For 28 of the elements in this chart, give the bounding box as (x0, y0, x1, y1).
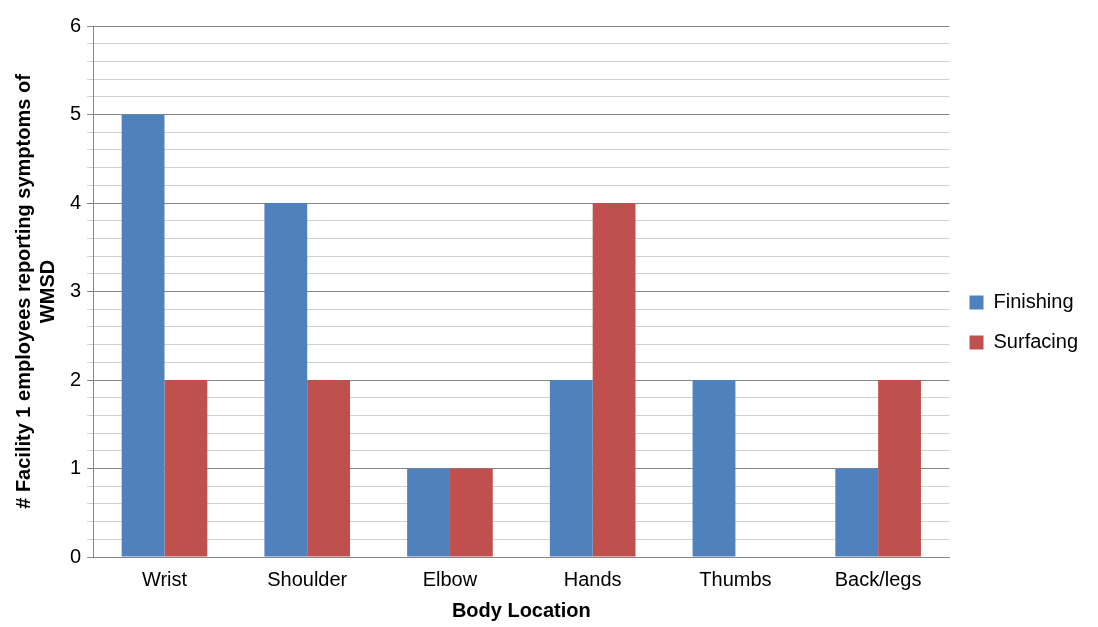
x-tick-label: Wrist (141, 567, 188, 590)
bar (549, 380, 593, 557)
x-tick-label: Shoulder (267, 567, 348, 590)
y-tick-label: 4 (70, 190, 82, 213)
bar (835, 468, 879, 557)
legend-label: Surfacing (993, 330, 1079, 353)
x-axis-title: Body Location (451, 598, 591, 621)
x-tick-label: Back/legs (834, 567, 922, 590)
y-tick-label: 5 (70, 102, 82, 125)
bar (449, 468, 493, 557)
bar (407, 468, 450, 557)
x-tick-label: Hands (563, 567, 622, 590)
x-tick-label: Elbow (422, 567, 478, 590)
bar (878, 380, 921, 557)
legend-label: Finishing (993, 290, 1074, 313)
bar (264, 203, 308, 557)
y-axis-title: # Facility 1 employees reporting symptoms of WMSD (11, 73, 58, 509)
bar (592, 203, 636, 557)
bar (692, 380, 736, 557)
bar (164, 380, 208, 557)
y-tick-label: 6 (70, 13, 82, 36)
x-tick-label: Thumbs (699, 567, 772, 590)
y-tick-label: 1 (70, 456, 82, 479)
y-tick-label: 0 (70, 544, 82, 567)
y-tick-label: 2 (70, 367, 82, 390)
y-tick-label: 3 (70, 279, 82, 302)
bar (307, 380, 351, 557)
bar (121, 114, 165, 557)
